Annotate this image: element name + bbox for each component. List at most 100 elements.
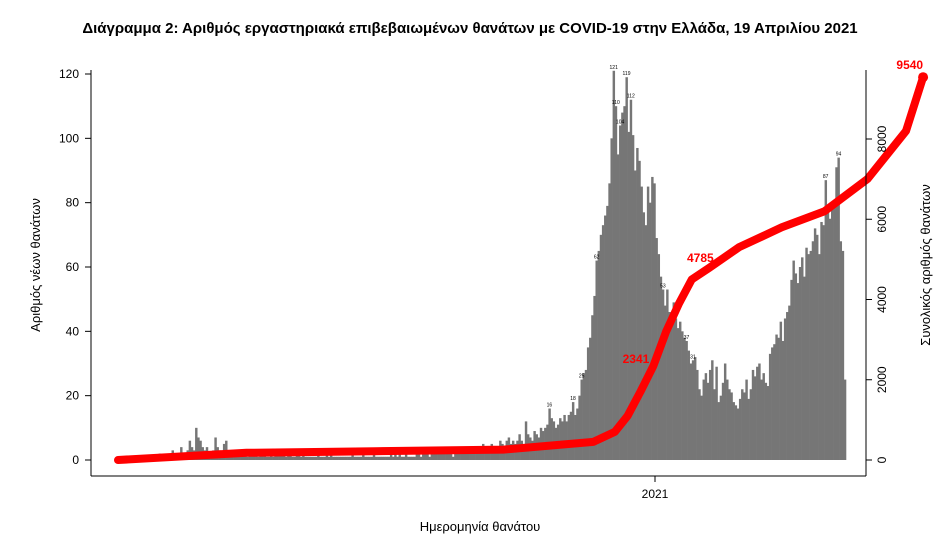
bar: [670, 318, 673, 460]
bar: [616, 154, 620, 461]
bar: [599, 234, 603, 460]
bar: [477, 450, 481, 460]
bar: [289, 453, 292, 460]
bar: [768, 353, 772, 460]
bar-value-label: 94: [836, 152, 842, 158]
bar-value-label: 53: [660, 284, 666, 290]
bar: [642, 212, 646, 460]
bar: [306, 456, 309, 460]
bar: [792, 260, 795, 460]
bar: [424, 453, 427, 460]
bar: [664, 305, 667, 460]
bar: [629, 99, 633, 460]
bar: [456, 450, 459, 460]
bar: [775, 334, 778, 460]
x-tick-label: 2021: [642, 487, 669, 501]
bar: [756, 366, 759, 460]
bar: [389, 453, 393, 460]
bar: [443, 453, 446, 460]
bar: [460, 453, 464, 460]
bar: [392, 456, 395, 460]
bar-value-label: 62: [594, 255, 600, 261]
bar: [462, 450, 466, 460]
bar: [661, 289, 665, 460]
bar: [734, 405, 738, 460]
bar: [285, 456, 288, 460]
bar: [638, 160, 641, 460]
bar: [452, 456, 455, 460]
bar-series: [118, 70, 847, 461]
bar: [297, 453, 301, 460]
bar: [250, 453, 254, 460]
bar: [332, 456, 335, 460]
cumulative-line-series: [114, 72, 929, 464]
bar: [779, 321, 783, 460]
bar: [291, 456, 294, 460]
bar: [843, 379, 847, 460]
bar: [246, 456, 249, 460]
bar: [325, 453, 329, 460]
bar: [749, 389, 753, 460]
bar: [252, 453, 256, 460]
bar: [580, 379, 583, 460]
bar: [612, 70, 616, 460]
bar: [274, 453, 277, 460]
bar: [419, 456, 423, 460]
bar-value-label: 104: [616, 120, 625, 126]
y-tick-label: 100: [59, 131, 79, 145]
bar: [449, 453, 453, 460]
bar: [383, 456, 386, 460]
bar: [199, 440, 202, 460]
bar: [334, 456, 337, 460]
bar: [634, 170, 637, 460]
bar: [522, 443, 526, 460]
bar: [576, 408, 579, 460]
bar: [327, 456, 331, 460]
bar: [636, 147, 639, 461]
bar: [282, 453, 286, 460]
bar: [760, 379, 763, 460]
bar: [265, 456, 269, 460]
bar: [366, 456, 369, 460]
bar: [738, 398, 742, 460]
y2-tick-label: 2000: [875, 366, 889, 393]
y2-tick-label: 6000: [875, 206, 889, 233]
bar: [319, 456, 322, 460]
bar: [188, 440, 192, 460]
bar: [342, 456, 346, 460]
bar: [614, 106, 618, 461]
bar: [426, 453, 429, 460]
bar: [621, 112, 624, 460]
bar: [432, 453, 436, 460]
bar: [591, 315, 594, 460]
bar: [666, 289, 669, 460]
bar: [651, 176, 654, 460]
bar: [595, 260, 598, 460]
bar: [777, 337, 780, 460]
bar: [552, 421, 556, 460]
bar: [396, 456, 399, 460]
axes: [90, 70, 867, 477]
bar: [689, 363, 693, 460]
bar: [398, 453, 401, 460]
bar: [374, 456, 378, 460]
cumulative-value-label: 9540: [896, 58, 923, 72]
bar: [255, 453, 258, 460]
bar: [417, 453, 421, 460]
bar: [623, 106, 626, 461]
bar: [824, 180, 828, 460]
bar: [783, 318, 787, 460]
bar: [351, 453, 354, 460]
y-tick-label: 80: [66, 196, 80, 210]
bar: [524, 421, 528, 460]
bar: [385, 456, 389, 460]
bar: [732, 402, 735, 460]
bar: [338, 456, 341, 460]
bar: [668, 312, 671, 460]
bar: [197, 437, 200, 460]
bar: [726, 379, 729, 460]
bar: [364, 456, 367, 460]
bar: [766, 386, 770, 460]
bar: [409, 456, 412, 460]
bar-value-label: 110: [612, 100, 620, 106]
